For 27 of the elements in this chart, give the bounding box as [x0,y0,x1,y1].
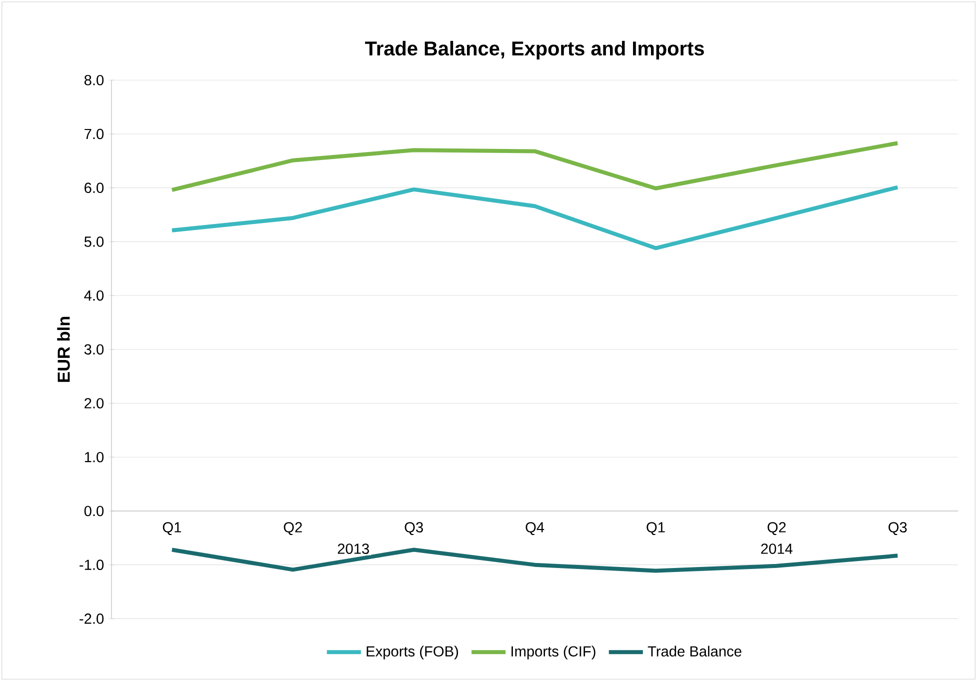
line-series [170,141,900,192]
x-tick-label: Q2 [284,522,302,536]
x-tick-label: Q1 [646,522,665,536]
y-axis-title: EUR bln [57,316,70,382]
y-tick-label: 3.0 [84,344,104,355]
y-tick-label: 8.0 [84,74,104,86]
y-tick-label: -1.0 [80,560,104,570]
x-tick-label: Q3 [404,522,423,536]
x-tick-label: Q2 [768,522,786,536]
legend-label: Exports (FOB) [366,646,458,660]
y-tick-label: 2.0 [84,398,104,408]
x-tick-label: Q3 [888,522,907,536]
y-tick-label: 5.0 [84,236,104,247]
y-tick-label: 6.0 [84,182,104,193]
y-tick-label: 1.0 [84,452,104,462]
y-tick-label: 0.0 [84,506,104,516]
legend-label: Trade Balance [648,646,742,657]
annotation: 2013 [338,544,369,554]
legend-label: Imports (CIF) [512,646,596,660]
y-tick-label: -2.0 [80,614,104,624]
y-tick-label: 4.0 [84,290,104,301]
y-tick-label: 7.0 [84,128,104,140]
line-series [170,185,900,250]
chart-title: Trade Balance, Exports and Imports [365,40,704,60]
annotation: 2014 [761,544,792,554]
x-tick-label: Q1 [162,522,182,536]
x-tick-label: Q4 [526,522,544,536]
